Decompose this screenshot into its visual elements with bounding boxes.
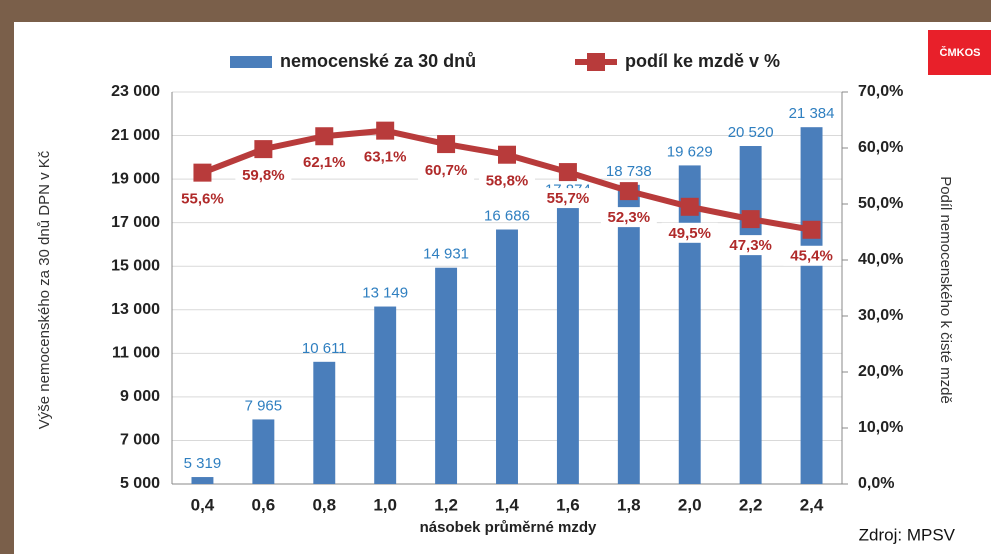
legend-label: podíl ke mzdě v %	[625, 51, 780, 71]
line-value-label: 59,8%	[242, 167, 285, 184]
y-tick-label: 5 000	[120, 475, 160, 492]
y-tick-label: 13 000	[111, 301, 160, 318]
line-marker	[681, 198, 699, 216]
bar-value-label: 18 738	[606, 163, 652, 180]
line-value-label: 55,7%	[547, 190, 590, 207]
bar	[618, 185, 640, 484]
bar	[496, 230, 518, 484]
line-value-label: 47,3%	[729, 237, 772, 254]
line-marker	[193, 164, 211, 182]
bar	[801, 127, 823, 484]
bar	[374, 307, 396, 484]
y-tick-label: 9 000	[120, 388, 160, 405]
line-marker	[742, 210, 760, 228]
y-tick-label: 23 000	[111, 83, 160, 100]
bar-value-label: 10 611	[302, 340, 347, 357]
y-tick-label: 7 000	[120, 432, 160, 449]
bar-value-label: 20 520	[728, 124, 774, 141]
line-value-label: 52,3%	[608, 209, 651, 226]
y2-tick-label: 60,0%	[858, 139, 903, 156]
bar-value-label: 21 384	[789, 105, 835, 122]
y2-tick-label: 70,0%	[858, 83, 903, 100]
x-tick-label: 1,0	[373, 495, 397, 514]
y2-tick-label: 30,0%	[858, 307, 903, 324]
legend-label: nemocenské za 30 dnů	[280, 51, 476, 71]
line-value-label: 58,8%	[486, 173, 529, 190]
line-marker	[315, 127, 333, 145]
legend-marker	[587, 53, 605, 71]
line-marker	[498, 146, 516, 164]
line-marker	[620, 182, 638, 200]
source: Zdroj: MPSV	[859, 525, 956, 544]
y2-tick-label: 50,0%	[858, 195, 903, 212]
y-tick-label: 17 000	[111, 214, 160, 231]
bar-value-label: 5 319	[184, 455, 222, 472]
y2-tick-label: 10,0%	[858, 419, 903, 436]
x-tick-label: 0,8	[312, 495, 336, 514]
logo: ČMKOS	[940, 46, 981, 59]
chart: ČMKOS Zdroj: MPSV násobek průměrné mzdy …	[0, 0, 991, 554]
bar-value-label: 7 965	[245, 397, 283, 414]
y2-axis-label: Podíl nemocenského k čisté mzdě	[937, 176, 954, 404]
x-tick-label: 1,2	[434, 495, 458, 514]
line-value-label: 62,1%	[303, 154, 346, 171]
x-tick-label: 1,8	[617, 495, 641, 514]
line-marker	[376, 122, 394, 140]
bar-value-label: 13 149	[362, 285, 408, 302]
bar	[557, 204, 579, 484]
bar	[252, 419, 274, 484]
y-axis-label: Výše nemocenského za 30 dnů DPN v Kč	[36, 150, 53, 429]
x-tick-label: 0,6	[252, 495, 276, 514]
line-marker	[803, 221, 821, 239]
y-tick-label: 19 000	[111, 170, 160, 187]
bar	[313, 362, 335, 484]
y-tick-label: 11 000	[112, 345, 160, 362]
x-tick-label: 2,4	[800, 495, 824, 514]
bar	[191, 477, 213, 484]
line-value-label: 60,7%	[425, 162, 468, 179]
y-tick-label: 21 000	[111, 127, 160, 144]
bar-value-label: 19 629	[667, 143, 713, 160]
x-tick-label: 0,4	[191, 495, 215, 514]
bar	[435, 268, 457, 484]
bar-value-label: 14 931	[423, 246, 469, 263]
line-value-label: 45,4%	[790, 248, 833, 265]
x-tick-label: 2,0	[678, 495, 702, 514]
y2-tick-label: 20,0%	[858, 363, 903, 380]
x-tick-label: 2,2	[739, 495, 763, 514]
line-marker	[437, 135, 455, 153]
line-marker	[559, 163, 577, 181]
line-marker	[254, 140, 272, 158]
x-tick-label: 1,4	[495, 495, 519, 514]
bar	[740, 146, 762, 484]
legend-swatch	[230, 56, 272, 68]
line-value-label: 55,6%	[181, 191, 224, 208]
y2-tick-label: 0,0%	[858, 475, 894, 492]
x-tick-label: 1,6	[556, 495, 580, 514]
bar-value-label: 16 686	[484, 207, 530, 224]
line-value-label: 63,1%	[364, 149, 407, 166]
x-axis-label: násobek průměrné mzdy	[420, 519, 597, 536]
line-value-label: 49,5%	[668, 225, 711, 242]
y-tick-label: 15 000	[111, 257, 160, 274]
y2-tick-label: 40,0%	[858, 251, 903, 268]
